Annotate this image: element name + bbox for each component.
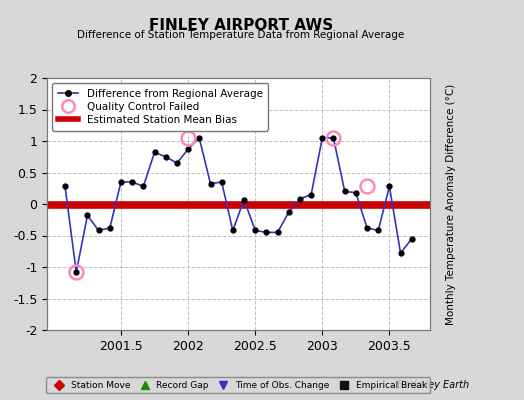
- Legend: Difference from Regional Average, Quality Control Failed, Estimated Station Mean: Difference from Regional Average, Qualit…: [52, 83, 268, 130]
- Text: Berkeley Earth: Berkeley Earth: [397, 380, 469, 390]
- Y-axis label: Monthly Temperature Anomaly Difference (°C): Monthly Temperature Anomaly Difference (…: [446, 83, 456, 325]
- Legend: Station Move, Record Gap, Time of Obs. Change, Empirical Break: Station Move, Record Gap, Time of Obs. C…: [47, 377, 430, 394]
- Text: FINLEY AIRPORT AWS: FINLEY AIRPORT AWS: [149, 18, 333, 33]
- Text: Difference of Station Temperature Data from Regional Average: Difference of Station Temperature Data f…: [78, 30, 405, 40]
